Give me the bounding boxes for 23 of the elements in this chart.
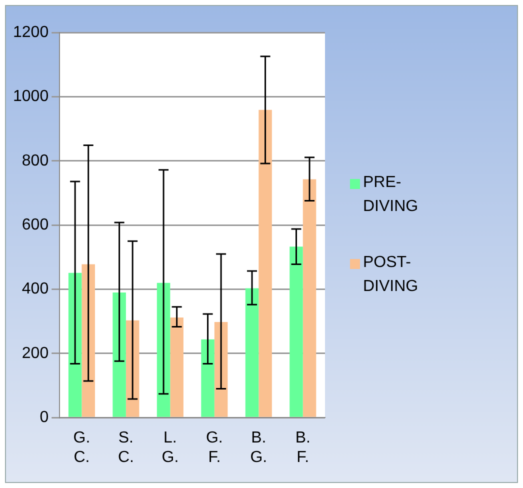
y-tick-label: 0 xyxy=(40,409,49,426)
x-tick-label: B. F. xyxy=(295,430,310,466)
bar xyxy=(112,292,126,417)
bar xyxy=(201,339,214,417)
x-tick-label: G. F. xyxy=(206,430,223,466)
bar xyxy=(170,318,184,417)
legend-label: PRE-DIVING xyxy=(363,173,420,217)
bar xyxy=(245,288,259,417)
y-tick-label: 1200 xyxy=(13,24,49,42)
y-tick-label: 600 xyxy=(22,216,49,234)
bar xyxy=(290,246,303,417)
x-tick-label: L. G. xyxy=(162,430,179,466)
bar xyxy=(258,110,272,417)
y-tick-label: 400 xyxy=(22,280,49,298)
x-tick-label: G. C. xyxy=(73,430,90,466)
x-tick-label: S. C. xyxy=(118,430,134,466)
y-tick-label: 800 xyxy=(22,152,49,170)
y-tick-label: 1000 xyxy=(13,88,49,106)
bar xyxy=(68,272,82,417)
bar xyxy=(302,179,316,417)
y-tick-label: 200 xyxy=(22,344,49,362)
x-tick-label: B. G. xyxy=(250,430,268,466)
legend-label: POST-DIVING xyxy=(363,253,420,297)
